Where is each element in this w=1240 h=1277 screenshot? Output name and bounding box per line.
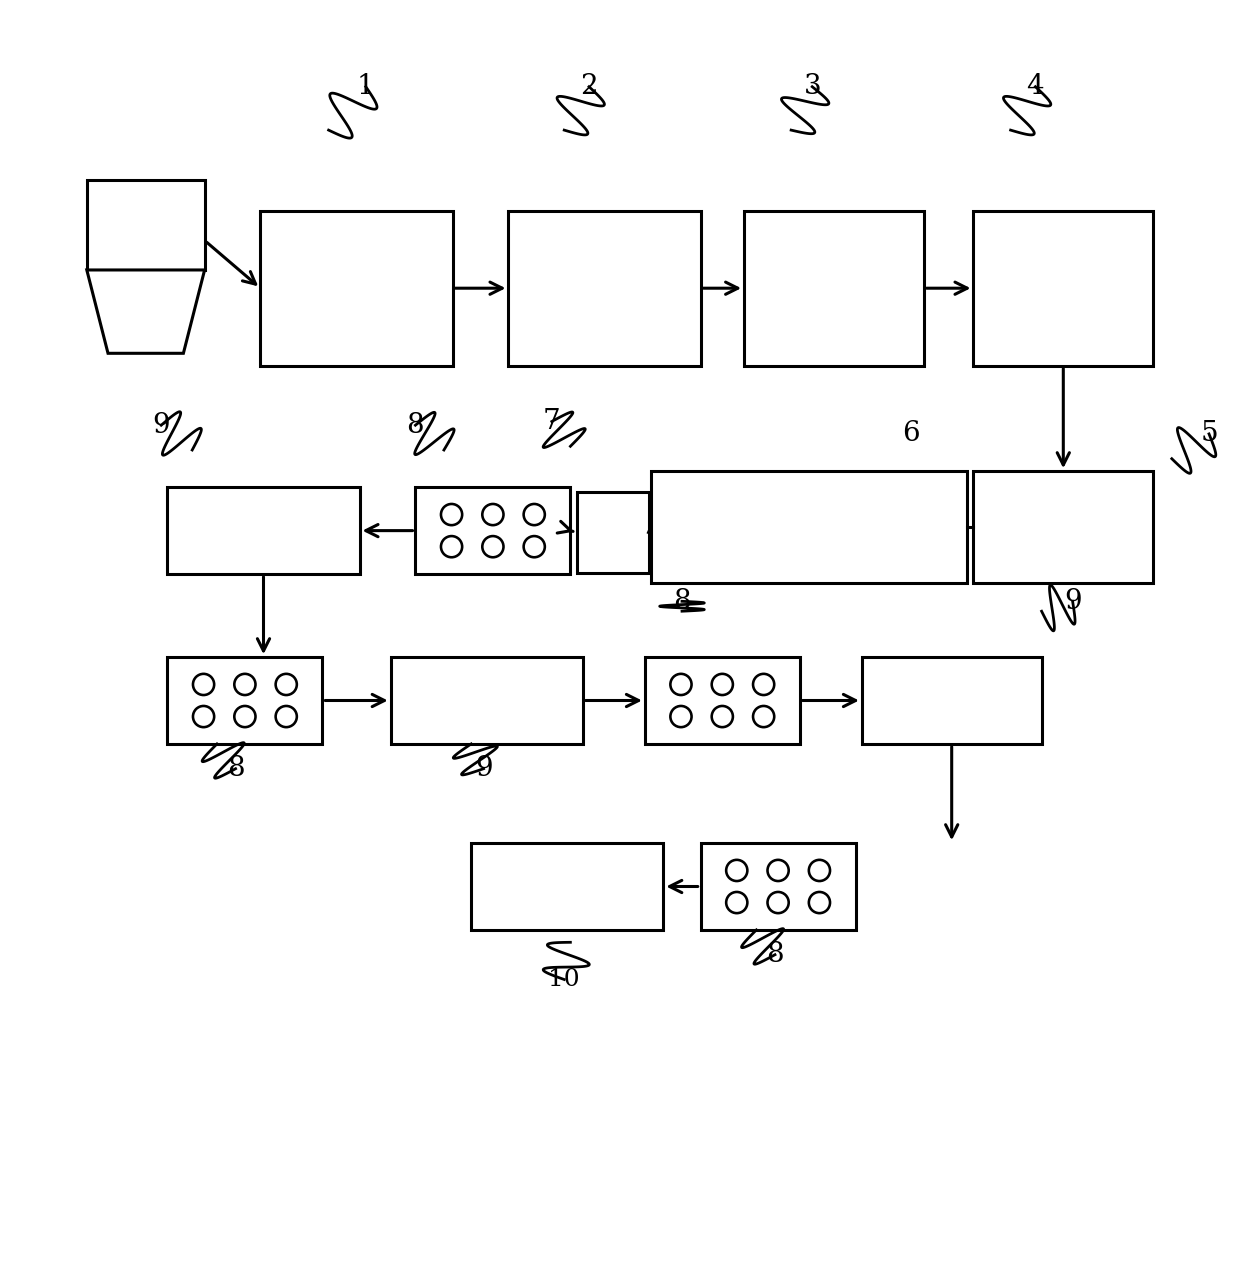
Text: 4: 4	[1027, 73, 1044, 100]
Bar	[701, 843, 856, 930]
Bar	[415, 488, 570, 575]
Text: 10: 10	[548, 968, 580, 991]
Bar	[577, 492, 649, 573]
Bar	[167, 658, 322, 744]
Bar	[645, 658, 800, 744]
Text: 6: 6	[903, 420, 920, 447]
Bar	[973, 211, 1153, 365]
Text: 8: 8	[227, 755, 244, 783]
Text: 7: 7	[543, 407, 560, 435]
Bar	[508, 211, 701, 365]
Text: 1: 1	[357, 73, 374, 100]
Text: 8: 8	[673, 587, 691, 614]
Bar	[391, 658, 583, 744]
Text: 9: 9	[475, 755, 492, 783]
Text: 5: 5	[1200, 420, 1218, 447]
Text: 9: 9	[153, 411, 170, 439]
Text: 9: 9	[1064, 587, 1081, 614]
Bar	[651, 471, 967, 582]
Polygon shape	[87, 269, 205, 354]
Bar	[744, 211, 924, 365]
Bar	[260, 211, 453, 365]
Bar	[87, 180, 205, 269]
Text: 8: 8	[766, 941, 784, 968]
Bar	[973, 471, 1153, 582]
Text: 2: 2	[580, 73, 598, 100]
Bar	[167, 488, 360, 575]
Text: 3: 3	[804, 73, 821, 100]
Bar	[862, 658, 1042, 744]
Bar	[471, 843, 663, 930]
Text: 8: 8	[407, 411, 424, 439]
